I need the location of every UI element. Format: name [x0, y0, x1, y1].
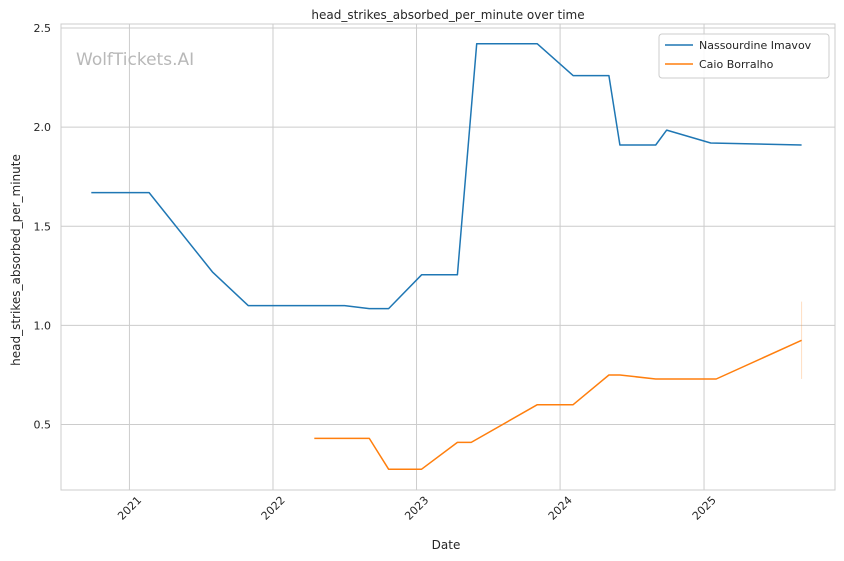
x-axis-label: Date: [432, 538, 461, 552]
chart-title: head_strikes_absorbed_per_minute over ti…: [311, 8, 584, 22]
legend-label-imavov: Nassourdine Imavov: [699, 39, 812, 52]
y-tick-label-2.0: 2.0: [34, 121, 52, 134]
plot-frame: [60, 23, 836, 491]
grid: [61, 24, 835, 490]
watermark: WolfTickets.AI: [76, 50, 194, 70]
y-tick-label-1.5: 1.5: [34, 220, 52, 233]
y-tick-label-2.5: 2.5: [34, 22, 52, 35]
legend-label-borralho: Caio Borralho: [699, 58, 774, 71]
series-line-nassourdine-imavov: [91, 43, 802, 310]
legend: Nassourdine Imavov Caio Borralho: [658, 33, 830, 79]
y-tick-label-0.5: 0.5: [34, 419, 52, 432]
legend-box: [658, 33, 830, 79]
series-layer: [91, 43, 803, 470]
series-line-caio-borralho: [314, 339, 802, 470]
y-axis-label: head_strikes_absorbed_per_minute: [9, 154, 23, 366]
y-tick-label-1.0: 1.0: [34, 319, 52, 332]
